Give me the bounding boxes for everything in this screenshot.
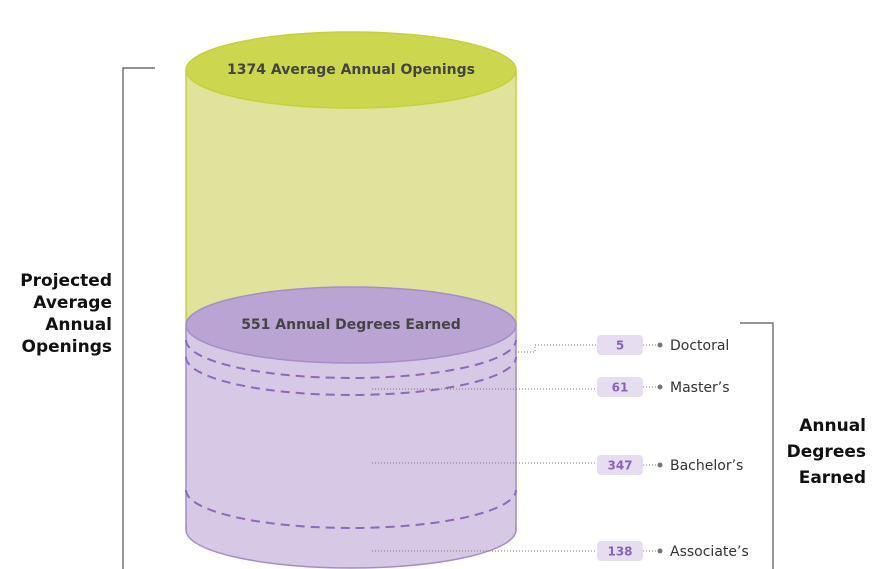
dot [657, 548, 663, 554]
levels: 5 Doctoral 61 Master’s 347 Bachelor’s 138 Assoc… [372, 335, 749, 561]
dot [657, 342, 663, 348]
level-label: Associate’s [670, 544, 749, 560]
dot [657, 462, 663, 468]
right-bracket [740, 322, 774, 569]
level-value: 5 [616, 339, 624, 353]
badge [597, 455, 643, 475]
degrees-caption: 551 Annual Degrees Earned [241, 317, 461, 333]
level-value: 347 [607, 459, 632, 473]
left-bracket [122, 67, 155, 569]
openings-caption: 1374 Average Annual Openings [227, 62, 475, 78]
right-label-line: Degrees [787, 442, 866, 462]
divider [185, 339, 517, 379]
openings-top [185, 31, 517, 109]
right-label-line: Annual [799, 416, 866, 436]
degrees-label: Annual Degrees Earned [275, 317, 461, 333]
divider [185, 356, 517, 396]
left-label-line: Annual [45, 315, 112, 335]
level-label: Bachelor’s [670, 458, 743, 474]
left-label-line: Openings [22, 337, 112, 357]
badge [597, 541, 643, 561]
right-label-line: Earned [799, 468, 866, 488]
left-label-line: Projected [20, 271, 112, 291]
openings-value: 1374 [227, 62, 266, 78]
level-label: Doctoral [670, 338, 729, 354]
level-value: 61 [612, 381, 629, 395]
badge [597, 377, 643, 397]
left-label-line: Average [33, 293, 112, 313]
divider [185, 489, 517, 529]
leader-line [515, 344, 600, 353]
badge [597, 335, 643, 355]
dot [657, 384, 663, 390]
level-label: Master’s [670, 380, 730, 396]
right-label: Annual Degrees Earned [787, 416, 866, 488]
degrees-value: 551 [241, 317, 270, 333]
openings-label: Average Annual Openings [271, 62, 475, 78]
openings-body [186, 70, 516, 325]
degrees-top [185, 286, 517, 364]
level-value: 138 [607, 545, 632, 559]
